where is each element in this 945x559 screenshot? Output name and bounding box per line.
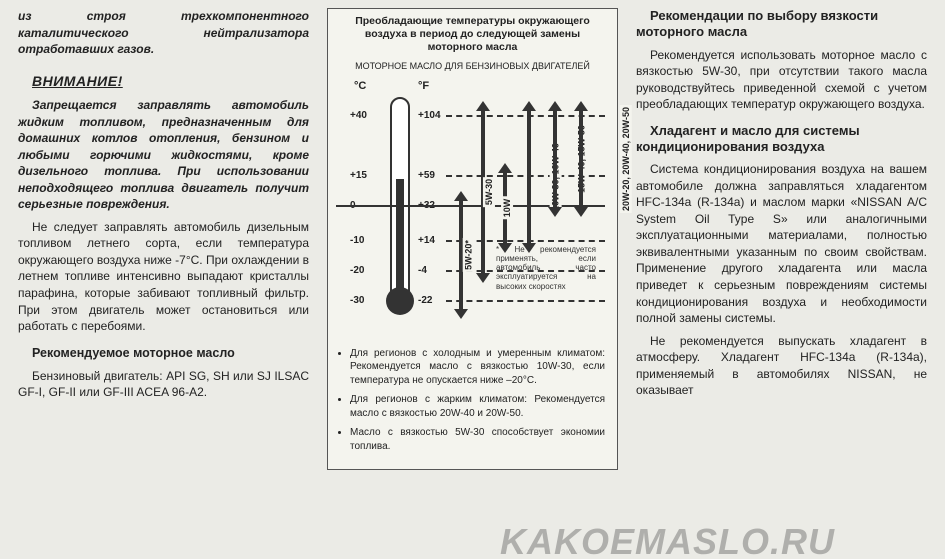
viscosity-figure: Преобладающие температуры окружающего во…	[327, 8, 618, 470]
right-h2: Хладагент и масло для системы кондициони…	[636, 123, 927, 156]
tick-celsius: -20	[350, 264, 364, 278]
right-h1: Рекомендации по выбору вязкости моторног…	[636, 8, 927, 41]
left-subhead-oil: Рекомендуемое моторное масло	[18, 345, 309, 362]
tick-fahrenheit: +59	[418, 169, 435, 183]
left-p1: из строя трехкомпонентного каталитическо…	[18, 8, 309, 58]
viscosity-label: 5W-30	[483, 177, 495, 207]
left-p4: Бензиновый двигатель: API SG, SH или SJ …	[18, 368, 309, 401]
zero-line	[336, 205, 605, 207]
right-p3: Не рекомендуется выпускать хладагент в а…	[636, 333, 927, 399]
thermometer-bulb	[386, 287, 414, 315]
tick-celsius: -30	[350, 294, 364, 308]
tick-fahrenheit: -4	[418, 264, 427, 278]
right-column: Рекомендации по выбору вязкости моторног…	[636, 8, 927, 470]
viscosity-arrow: 10W	[498, 171, 512, 245]
tick-celsius: +15	[350, 169, 367, 183]
right-p2: Система кондиционирования воздуха на ваш…	[636, 161, 927, 326]
figure-bullets: Для регионов с холодным и умеренным клим…	[328, 343, 617, 470]
left-column: из строя трехкомпонентного каталитическо…	[18, 8, 309, 470]
middle-column: Преобладающие температуры окружающего во…	[327, 8, 618, 470]
viscosity-arrow: 5W-20*	[454, 199, 468, 311]
figure-title: Преобладающие температуры окружающего во…	[328, 9, 617, 58]
right-p1: Рекомендуется использовать моторное масл…	[636, 47, 927, 113]
attention-heading: ВНИМАНИЕ!	[18, 72, 309, 91]
left-p3: Не следует заправлять автомобиль дизельн…	[18, 219, 309, 335]
tick-fahrenheit: +14	[418, 234, 435, 248]
figure-bullet: Для регионов с холодным и умеренным клим…	[350, 347, 605, 388]
unit-fahrenheit: °F	[418, 79, 429, 94]
figure-bullet: Масло с вязкостью 5W-30 способствует эко…	[350, 426, 605, 453]
page-root: из строя трехкомпонентного каталитическо…	[0, 0, 945, 478]
viscosity-arrow: 20W-20, 20W-40, 20W-50	[574, 109, 588, 209]
viscosity-label: 20W-20, 20W-40, 20W-50	[620, 105, 632, 213]
viscosity-arrow: 10W-30, 10W-40	[522, 109, 536, 245]
viscosity-arrow: 5W-30	[476, 109, 490, 275]
tick-celsius: +40	[350, 109, 367, 123]
unit-celsius: °C	[354, 79, 366, 94]
viscosity-arrow: 15W-40, 15W-50	[548, 109, 562, 209]
viscosity-label: 5W-20*	[463, 238, 475, 272]
viscosity-label: 10W	[501, 197, 513, 220]
tick-celsius: -10	[350, 234, 364, 248]
left-p2: Запрещается заправлять автомобиль жидким…	[18, 97, 309, 213]
figure-bullet: Для регионов с жарким климатом: Рекоменд…	[350, 393, 605, 420]
tick-fahrenheit: +104	[418, 109, 441, 123]
figure-subtitle: МОТОРНОЕ МАСЛО ДЛЯ БЕНЗИНОВЫХ ДВИГАТЕЛЕЙ	[328, 58, 617, 78]
watermark: KAKOEMASLO.RU	[500, 521, 835, 559]
temp-gridline	[446, 300, 605, 302]
temperature-chart: °C °F * Не рекомендуется применять, если…	[336, 79, 609, 339]
thermometer-mercury	[396, 179, 404, 299]
tick-fahrenheit: -22	[418, 294, 432, 308]
